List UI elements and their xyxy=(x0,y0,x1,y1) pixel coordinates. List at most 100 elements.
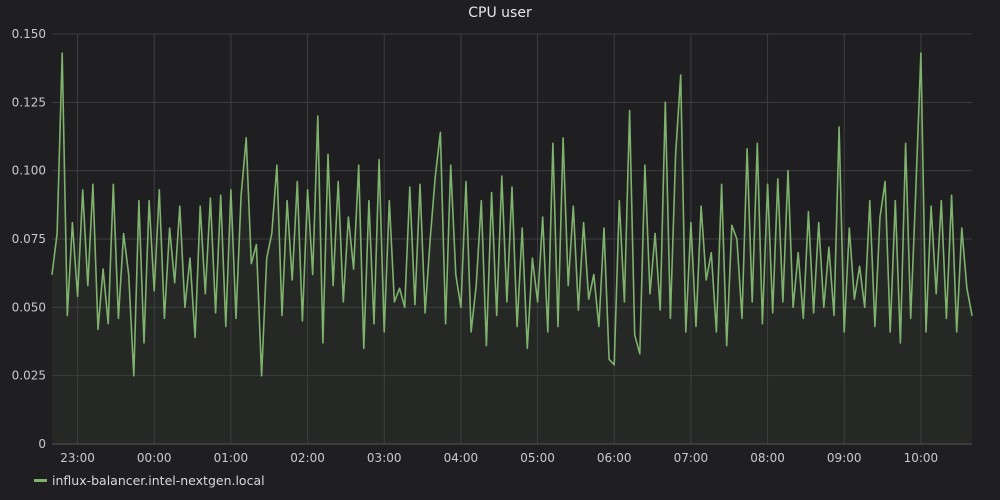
data-point xyxy=(634,334,636,336)
data-point xyxy=(496,314,498,317)
data-point xyxy=(266,257,268,259)
data-point xyxy=(884,181,886,183)
y-tick-label: 0.100 xyxy=(12,164,46,178)
data-point xyxy=(255,243,258,246)
data-point xyxy=(664,101,666,103)
data-point xyxy=(874,325,876,328)
data-point xyxy=(618,200,620,202)
data-point xyxy=(388,200,390,202)
data-point xyxy=(950,194,953,196)
data-point xyxy=(567,284,569,287)
data-point xyxy=(475,284,477,287)
data-point xyxy=(807,211,810,213)
data-point xyxy=(230,189,232,191)
data-point xyxy=(107,323,109,325)
data-point xyxy=(245,137,247,139)
legend[interactable]: influx-balancer.intel-nextgen.local xyxy=(34,473,265,488)
data-point xyxy=(756,142,758,144)
y-tick-label: 0.150 xyxy=(12,27,46,41)
x-tick-label: 00:00 xyxy=(137,451,172,465)
data-point xyxy=(158,189,160,191)
data-point xyxy=(143,342,145,344)
data-point xyxy=(577,309,580,311)
x-tick-label: 08:00 xyxy=(750,451,785,465)
data-point xyxy=(444,323,447,325)
data-point xyxy=(373,323,375,325)
data-point xyxy=(613,364,615,366)
y-tick-label: 0 xyxy=(38,437,46,451)
data-point xyxy=(317,115,319,117)
data-point xyxy=(419,183,421,185)
data-point xyxy=(945,317,948,319)
data-point xyxy=(925,331,927,333)
data-point xyxy=(797,252,799,254)
x-tick-label: 05:00 xyxy=(520,451,555,465)
data-point xyxy=(557,325,559,328)
data-point xyxy=(521,227,523,229)
y-tick-label: 0.075 xyxy=(12,232,46,246)
data-point xyxy=(184,306,186,308)
data-point xyxy=(766,183,769,185)
data-point xyxy=(930,205,932,207)
x-tick-label: 06:00 xyxy=(597,451,632,465)
data-point xyxy=(490,191,493,194)
data-point xyxy=(654,232,656,235)
data-point xyxy=(746,148,748,150)
data-point xyxy=(220,194,222,196)
legend-label[interactable]: influx-balancer.intel-nextgen.local xyxy=(52,473,265,488)
data-point xyxy=(531,257,534,259)
data-point xyxy=(409,186,411,188)
data-point xyxy=(680,74,682,76)
data-point xyxy=(736,238,738,240)
data-point xyxy=(291,279,293,281)
legend-swatch xyxy=(34,479,47,482)
data-point xyxy=(956,331,958,333)
data-point xyxy=(312,273,314,276)
data-point xyxy=(179,205,181,207)
data-point xyxy=(623,301,626,303)
data-point xyxy=(506,301,508,303)
data-point xyxy=(700,205,702,207)
data-point xyxy=(889,331,891,333)
data-point xyxy=(731,224,733,226)
data-point xyxy=(199,205,201,207)
data-point xyxy=(301,320,304,322)
data-point xyxy=(286,200,288,202)
data-point xyxy=(588,298,590,300)
data-point xyxy=(935,293,937,295)
data-point xyxy=(455,273,457,276)
data-point xyxy=(434,175,436,177)
data-point xyxy=(235,317,237,319)
data-point xyxy=(306,189,309,191)
data-point xyxy=(542,216,544,218)
data-point xyxy=(910,317,912,319)
data-point xyxy=(649,293,651,295)
data-point xyxy=(209,197,212,199)
data-point xyxy=(378,159,380,161)
data-point xyxy=(501,175,503,177)
data-point xyxy=(398,287,401,289)
data-point xyxy=(138,200,140,202)
data-point xyxy=(225,325,227,328)
x-tick-label: 09:00 xyxy=(827,451,862,465)
data-point xyxy=(342,301,344,303)
data-point xyxy=(858,265,861,267)
x-tick-label: 07:00 xyxy=(674,451,709,465)
data-point xyxy=(823,306,825,308)
data-point xyxy=(189,257,191,259)
y-tick-label: 0.050 xyxy=(12,300,46,314)
data-point xyxy=(812,312,815,314)
data-point xyxy=(204,293,206,295)
data-point xyxy=(480,200,482,202)
data-point xyxy=(792,306,794,308)
data-point xyxy=(97,328,99,330)
data-point xyxy=(112,183,114,185)
data-point xyxy=(148,200,150,202)
data-point xyxy=(352,268,355,270)
data-point xyxy=(777,178,779,180)
data-point xyxy=(424,312,426,314)
data-point xyxy=(271,232,273,235)
data-point xyxy=(485,345,488,347)
data-point xyxy=(833,314,835,317)
